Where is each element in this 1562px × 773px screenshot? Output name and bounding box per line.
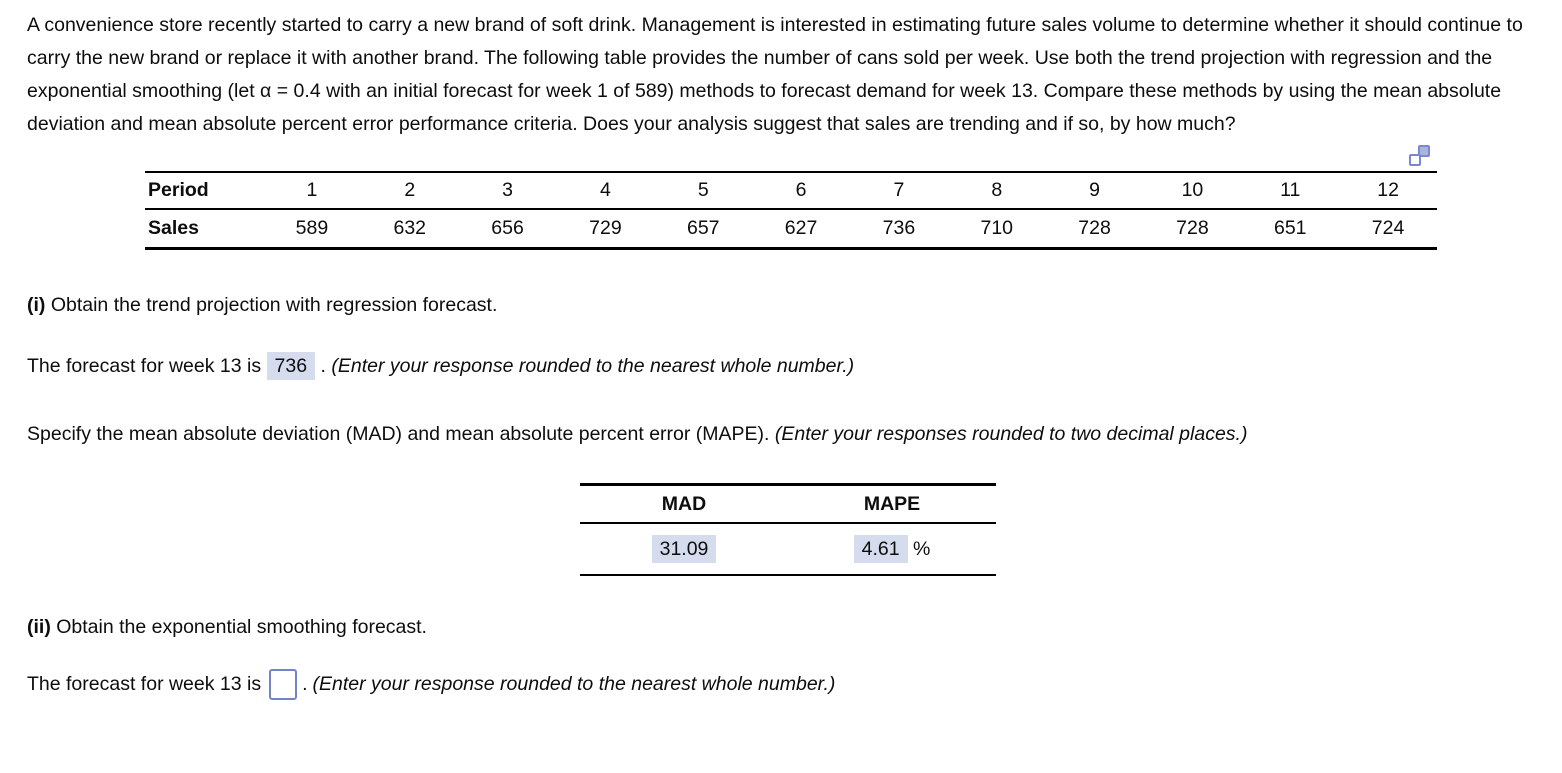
sales-cell: 656 [491, 217, 524, 239]
mad-value-cell: 31.09 [651, 534, 717, 563]
sales-row-label: Sales [148, 217, 199, 239]
sales-row: Sales 589 632 656 729 657 627 736 710 72… [145, 210, 1437, 247]
sales-cell: 728 [1176, 217, 1209, 239]
part-i-label: (i) [27, 294, 46, 316]
sales-cell: 728 [1078, 217, 1111, 239]
sales-data-table: Period 1 2 3 4 5 6 7 8 9 10 11 12 Sales … [145, 171, 1437, 250]
specify-note: (Enter your responses rounded to two dec… [774, 423, 1248, 445]
sales-cell: 724 [1371, 217, 1405, 239]
period-cell: 12 [1377, 179, 1399, 201]
sales-cell: 710 [980, 217, 1014, 239]
mad-answer[interactable]: 31.09 [651, 534, 717, 563]
sentence-period: . [302, 673, 308, 695]
regression-forecast-answer[interactable]: 736 [266, 352, 316, 380]
sales-cell: 657 [686, 217, 720, 239]
mad-mape-table: MAD MAPE 31.09 4.61 % [580, 483, 996, 576]
sales-cell: 729 [589, 217, 622, 239]
period-row-label: Period [148, 179, 209, 201]
mad-mape-value-row: 31.09 4.61 % [580, 524, 996, 574]
period-row: Period 1 2 3 4 5 6 7 8 9 10 11 12 [145, 173, 1437, 210]
period-cell: 3 [502, 179, 513, 201]
specify-instruction: Specify the mean absolute deviation (MAD… [27, 418, 1487, 451]
period-cell: 7 [893, 179, 905, 201]
part-ii-title-text: Obtain the exponential smoothing forecas… [56, 616, 427, 638]
part-i-forecast-line: The forecast for week 13 is 736 . (Enter… [27, 352, 1562, 380]
period-cell: 2 [404, 179, 416, 201]
sales-cell: 632 [393, 217, 427, 239]
mad-header: MAD [661, 492, 707, 515]
specify-text: Specify the mean absolute deviation (MAD… [27, 423, 770, 445]
icon-row [0, 143, 1430, 169]
sales-cell: 589 [295, 217, 329, 239]
mape-value-cell: 4.61 % [853, 534, 931, 563]
sales-cell: 651 [1273, 217, 1307, 239]
period-cell: 11 [1280, 179, 1301, 201]
part-i-title-text: Obtain the trend projection with regress… [50, 294, 498, 316]
mape-answer[interactable]: 4.61 [853, 534, 908, 563]
sentence-period: . [320, 355, 326, 377]
forecast-instruction-note: (Enter your response rounded to the near… [312, 673, 836, 695]
forecast-prefix: The forecast for week 13 is [27, 355, 262, 377]
problem-statement: A convenience store recently started to … [27, 14, 1523, 135]
period-cell: 8 [991, 179, 1003, 201]
mape-header: MAPE [863, 492, 921, 515]
part-ii-title: (ii) Obtain the exponential smoothing fo… [27, 616, 1562, 639]
exp-smoothing-forecast-input[interactable] [269, 669, 298, 700]
mape-percent-sign: % [913, 537, 931, 560]
duplicate-question-icon[interactable] [1408, 145, 1430, 167]
sales-cell: 627 [784, 217, 818, 239]
part-ii-label: (ii) [27, 616, 51, 638]
part-i-title: (i) Obtain the trend projection with reg… [27, 294, 1562, 317]
period-cell: 10 [1181, 179, 1204, 201]
period-cell: 6 [795, 179, 807, 201]
duplicate-icon-back-square [1418, 145, 1430, 157]
duplicate-icon-front-square [1409, 154, 1421, 166]
part-ii-forecast-line: The forecast for week 13 is . (Enter you… [27, 669, 1562, 700]
mad-mape-header-row: MAD MAPE [580, 486, 996, 524]
sales-cell: 736 [882, 217, 916, 239]
period-cell: 9 [1089, 179, 1100, 201]
period-cell: 5 [697, 179, 709, 201]
forecast-prefix: The forecast for week 13 is [27, 673, 262, 695]
period-cell: 4 [599, 179, 611, 201]
forecast-instruction-note: (Enter your response rounded to the near… [331, 355, 855, 377]
period-cell: 1 [306, 179, 318, 201]
